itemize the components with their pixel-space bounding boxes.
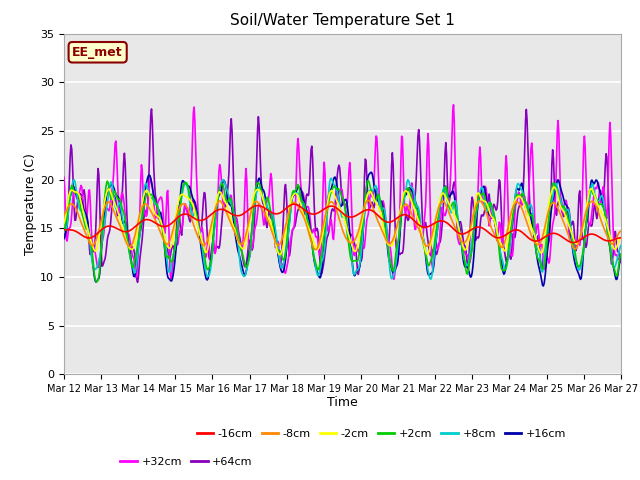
X-axis label: Time: Time bbox=[327, 396, 358, 408]
Text: EE_met: EE_met bbox=[72, 46, 123, 59]
Y-axis label: Temperature (C): Temperature (C) bbox=[24, 153, 37, 255]
Legend: +32cm, +64cm: +32cm, +64cm bbox=[116, 452, 257, 471]
Title: Soil/Water Temperature Set 1: Soil/Water Temperature Set 1 bbox=[230, 13, 455, 28]
